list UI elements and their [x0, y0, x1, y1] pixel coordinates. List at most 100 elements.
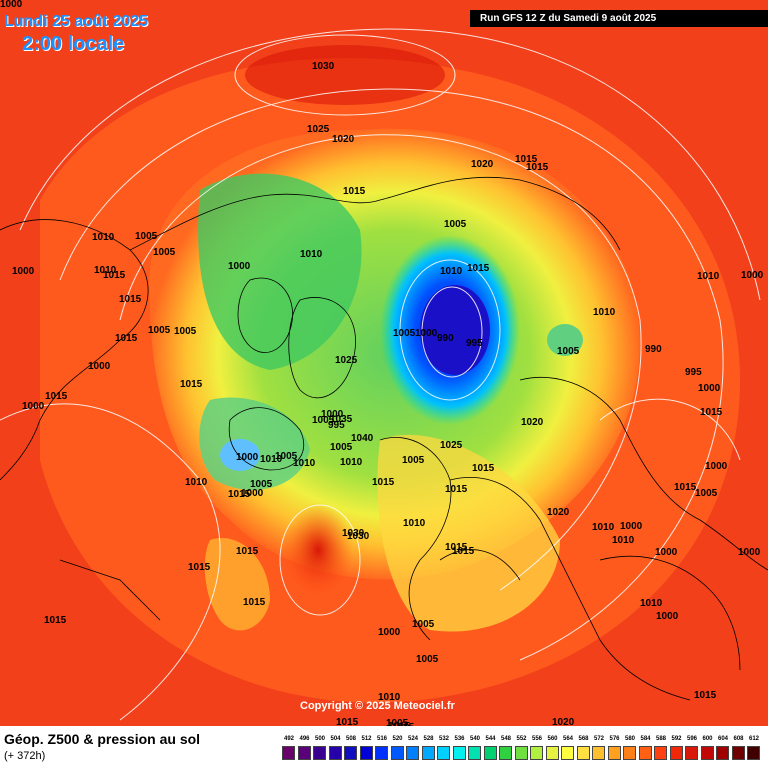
scale-tick-label: 504	[330, 736, 341, 742]
isobar-label: 1015	[336, 717, 359, 727]
isobar-label: 1005	[695, 488, 718, 499]
greenland-low	[220, 439, 260, 471]
scale-tick-label: 568	[578, 736, 589, 742]
isobar-label: 1010	[260, 454, 283, 465]
isobar-label: 1030	[347, 531, 370, 542]
isobar-label: 1005	[312, 415, 335, 426]
isobar-label: 1005	[402, 455, 425, 466]
isobar-label: 1035	[330, 414, 353, 425]
footer-bar: Géop. Z500 & pression au sol (+ 372h) 49…	[0, 726, 768, 768]
isobar-label: 1015	[526, 162, 549, 173]
scale-tick-label: 544	[485, 736, 496, 742]
scale-swatch	[328, 746, 342, 760]
isobar-label: 1015	[119, 294, 142, 305]
isobar-label: 1000	[705, 461, 728, 472]
scale-swatch	[359, 746, 373, 760]
isobar-label: 1010	[403, 518, 426, 529]
scale-swatch	[638, 746, 652, 760]
scale-swatch	[592, 746, 605, 760]
isobar-label: 995	[466, 338, 483, 349]
isobar-label: 1015	[515, 154, 538, 165]
isobar-label: 1015	[467, 263, 490, 274]
isobar-label: 1000	[22, 401, 45, 412]
scale-tick-label: 528	[423, 736, 434, 742]
scale-swatch	[375, 746, 388, 760]
isobar-label: 1010	[92, 232, 115, 243]
scale-tick-label: 612	[748, 736, 759, 742]
isobar-lines	[0, 28, 761, 721]
high-pacific	[245, 45, 445, 105]
scale-tick-label: 580	[624, 736, 635, 742]
isobar-label: 1015	[674, 482, 697, 493]
isobar-label: 990	[645, 344, 662, 355]
isobar-label: 995	[328, 420, 345, 431]
isobar-label: 1015	[445, 542, 468, 553]
run-info: Run GFS 12 Z du Samedi 9 août 2025	[470, 10, 768, 27]
isobar-label: 1020	[332, 134, 355, 145]
isobar-label: 1010	[185, 477, 208, 488]
isobar-label: 1015	[180, 379, 203, 390]
scale-tick-label: 516	[376, 736, 387, 742]
scale-swatch	[685, 746, 698, 760]
isobar-label: 1005	[250, 479, 273, 490]
isobar-label: 1015	[45, 391, 68, 402]
product-title: Géop. Z500 & pression au sol	[4, 731, 201, 747]
isobar-label: 1000	[655, 547, 678, 558]
isobar-label: 1010	[340, 457, 363, 468]
isobar-label: 1000	[321, 409, 344, 420]
color-scale: 492 496 500 504 508 512 516 520 524 528 532 536 540 5…	[282, 736, 762, 764]
trough-canada	[198, 173, 362, 370]
scale-swatch	[437, 746, 450, 760]
isobar-label: 1000	[656, 611, 679, 622]
isobar-label: 1015	[188, 562, 211, 573]
isobar-label: 1010	[592, 522, 615, 533]
scale-swatch	[607, 746, 621, 760]
isobar-label: 1010	[440, 266, 463, 277]
isobar-label: 1010	[293, 458, 316, 469]
isobar-label: 1010	[593, 307, 616, 318]
isobar-label: 1000	[241, 488, 264, 499]
scale-tick-label: 596	[686, 736, 697, 742]
isobar-label: 1015	[700, 407, 723, 418]
high-atlantic	[283, 502, 353, 598]
scale-swatch	[344, 746, 357, 760]
isobar-label: 1000	[415, 328, 438, 339]
scale-swatch	[545, 746, 559, 760]
scale-tick-label: 496	[299, 736, 310, 742]
scale-tick-label: 584	[640, 736, 651, 742]
isobar-label: 1000	[236, 452, 259, 463]
scale-swatch	[390, 746, 404, 760]
scale-tick-label: 556	[531, 736, 542, 742]
isobar-label: 1005	[148, 325, 171, 336]
isobar-label: 1040	[351, 433, 374, 444]
scale-tick-label: 560	[547, 736, 558, 742]
scale-tick-label: 500	[314, 736, 325, 742]
scale-tick-label: 508	[345, 736, 356, 742]
isobar-label: 1015	[472, 463, 495, 474]
isobar-label: 1010	[640, 598, 663, 609]
scale-tick-label: 564	[562, 736, 573, 742]
isobar-label: 1015	[445, 484, 468, 495]
scale-swatch	[297, 746, 311, 760]
isobar-label: 1005	[330, 442, 353, 453]
forecast-hour: (+ 372h)	[4, 750, 46, 762]
map-panel: 1030 1025 1020 1010 1015 1005 1000 1010 1005 1000…	[0, 0, 768, 726]
scale-tick-label: 540	[469, 736, 480, 742]
isobar-label: 1010	[94, 265, 117, 276]
isobar-label: 1000	[12, 266, 35, 277]
copyright-notice: Copyright © 2025 Meteociel.fr	[300, 700, 455, 712]
isobar-label: 1020	[471, 159, 494, 170]
isobar-label: 1015	[343, 186, 366, 197]
scale-tick-label: 536	[454, 736, 465, 742]
scale-swatch	[452, 746, 466, 760]
coastlines	[0, 176, 768, 701]
scale-tick-label: 572	[593, 736, 604, 742]
isobar-label: 1000	[378, 627, 401, 638]
siberian-low-core	[420, 285, 490, 375]
scale-swatch	[421, 746, 435, 760]
isobar-label: 1000	[698, 383, 721, 394]
scale-tick-label: 576	[609, 736, 620, 742]
scale-swatch	[282, 746, 295, 760]
isobar-label: 1005	[135, 231, 158, 242]
scale-tick-label: 524	[407, 736, 418, 742]
